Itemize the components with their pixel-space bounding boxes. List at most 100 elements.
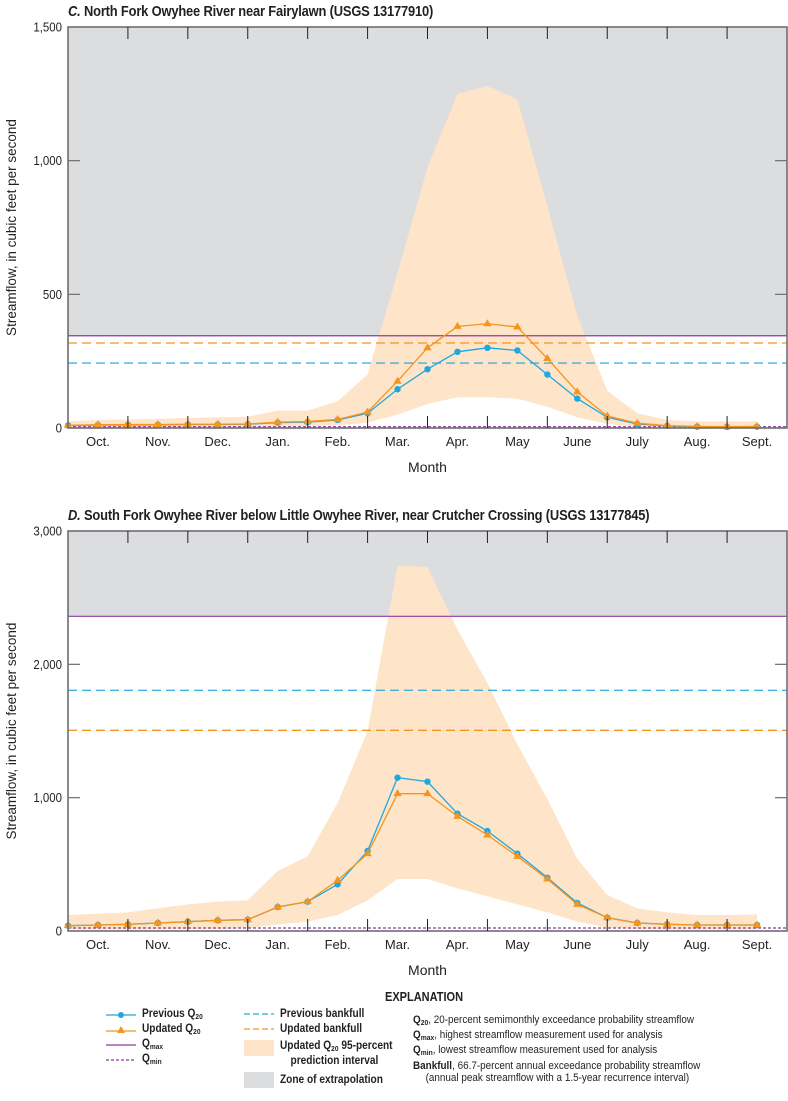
previous-q20-point [424, 778, 431, 785]
updated-q20-point [333, 414, 342, 422]
updated-q20-point [692, 920, 702, 928]
previous-bankfull-swatch [244, 1013, 274, 1015]
definition-q20: Q20, 20-percent semimonthly exceedance p… [413, 1014, 700, 1029]
legend-interval-pre: Updated Q [280, 1040, 332, 1052]
updated-q20-point [333, 875, 342, 883]
y-axis-title: Streamflow, in cubic feet per second [4, 623, 19, 840]
previous-q20-point [424, 365, 431, 373]
updated-q20-point [513, 322, 522, 330]
legend-qmax-label: Q [142, 1038, 150, 1050]
legend-qmax-sub: max [149, 1042, 164, 1051]
legend-item-qmax: Qmax [106, 1038, 166, 1051]
x-axis-title: Month [408, 459, 447, 475]
definition-sub: min [420, 1048, 433, 1058]
definition-term: Bankfull [413, 1059, 453, 1072]
updated-q20-point [213, 419, 222, 427]
x-tick-label: Dec. [204, 434, 231, 449]
updated-q20-point [303, 897, 312, 905]
x-tick-label: June [563, 937, 591, 952]
updated-bankfull-swatch [244, 1028, 274, 1030]
x-tick-label: Jan. [265, 937, 290, 952]
definition-sub: max [420, 1033, 435, 1043]
legend-item-previous-bankfull: Previous bankfull [244, 1008, 376, 1020]
updated-q20-point [543, 353, 552, 361]
updated-q20-point [633, 418, 642, 426]
definition-text: , lowest streamflow measurement used for… [432, 1044, 658, 1057]
previous-q20-point [394, 774, 401, 781]
chart-c: 0 500 1,000 1,500 Oct. Nov. Dec. Jan. Feb. Mar. Ap… [4, 20, 788, 475]
updated-q20-point [363, 407, 372, 415]
definition-qmin: Qmin, lowest streamflow measurement used… [413, 1044, 700, 1059]
updated-q20-point [393, 789, 402, 797]
x-tick-label: Oct. [86, 937, 110, 952]
updated-q20-point [273, 417, 282, 425]
updated-q20-point [273, 902, 282, 910]
chart-c-title-text: North Fork Owyhee River near Fairylawn (… [83, 3, 434, 20]
x-tick-label: June [563, 434, 591, 449]
qmax-swatch [106, 1043, 136, 1046]
updated-q20-point [423, 789, 432, 797]
x-tick-label: Mar. [385, 434, 410, 449]
updated-q20-swatch [106, 1025, 136, 1033]
definition-qmax: Qmax, highest streamflow measurement use… [413, 1029, 700, 1044]
x-tick-label: Feb. [325, 434, 351, 449]
legend-item-extrapolation: Zone of extrapolation [244, 1072, 397, 1088]
updated-q20-point [633, 918, 642, 926]
qmin-swatch [106, 1058, 136, 1061]
y-tick-label: 2,000 [33, 657, 62, 672]
x-tick-label: Apr. [446, 434, 469, 449]
definition-term: Q [413, 1014, 421, 1026]
legend-item-interval: Updated Q20 95-percent prediction interva… [244, 1040, 408, 1067]
x-tick-label: Nov. [145, 937, 171, 952]
x-tick-label: May [505, 937, 530, 952]
x-tick-label: July [626, 434, 650, 449]
x-tick-label: Aug. [684, 937, 711, 952]
x-tick-label: Dec. [204, 937, 231, 952]
legend-definitions: Q20, 20-percent semimonthly exceedance p… [413, 1014, 700, 1084]
legend: EXPLANATION Previous Q20 Updated Q20 Qma… [0, 990, 788, 1101]
chart-c-letter: C. [68, 3, 81, 20]
y-tick-label: 500 [43, 287, 62, 302]
definition-text: , highest streamflow measurement used fo… [434, 1029, 663, 1042]
x-tick-label: July [626, 937, 650, 952]
prediction-interval-band [68, 85, 758, 428]
updated-q20-point [603, 913, 612, 921]
x-tick-label: Oct. [86, 434, 110, 449]
definition-text: , 66.7-percent annual exceedance probabi… [452, 1059, 701, 1072]
y-tick-label: 1,500 [33, 20, 62, 35]
updated-q20-point [573, 899, 582, 907]
updated-q20-line [67, 323, 758, 428]
updated-q20-point [153, 918, 163, 926]
definition-term: Q [413, 1029, 421, 1042]
updated-q20-line [67, 793, 758, 927]
legend-item-updated-bankfull: Updated bankfull [244, 1023, 373, 1035]
updated-q20-point [543, 874, 552, 882]
definition-sub: 20 [420, 1018, 429, 1027]
x-tick-label: Sept. [742, 937, 772, 952]
x-axis-title: Month [408, 962, 447, 978]
previous-q20-point [574, 395, 581, 402]
y-tick-label: 1,000 [33, 153, 62, 168]
updated-q20-point [483, 319, 492, 327]
x-tick-label: Aug. [684, 434, 711, 449]
updated-q20-point [393, 376, 402, 384]
updated-q20-point [692, 421, 702, 429]
previous-q20-point [514, 347, 521, 354]
chart-d-title: D. South Fork Owyhee River below Little … [68, 507, 650, 524]
updated-q20-point [752, 421, 762, 429]
chart-c-title: C. North Fork Owyhee River near Fairylaw… [68, 3, 433, 20]
updated-q20-point [483, 830, 492, 838]
legend-updated-bankfull-label: Updated bankfull [280, 1023, 363, 1035]
updated-q20-point [213, 915, 222, 923]
definition-text: , 20-percent semimonthly exceedance prob… [428, 1014, 694, 1026]
legend-extrapolation-label: Zone of extrapolation [280, 1074, 383, 1086]
x-tick-label: Jan. [265, 434, 290, 449]
legend-item-previous-q20: Previous Q20 [106, 1008, 211, 1021]
updated-q20-point [153, 420, 163, 428]
legend-qmin-label: Q [142, 1053, 150, 1065]
updated-q20-point [752, 920, 762, 928]
definition-term: Q [413, 1044, 421, 1057]
x-tick-label: Feb. [325, 937, 351, 952]
extrapolation-swatch [244, 1072, 274, 1088]
y-axis-title: Streamflow, in cubic feet per second [4, 119, 19, 336]
